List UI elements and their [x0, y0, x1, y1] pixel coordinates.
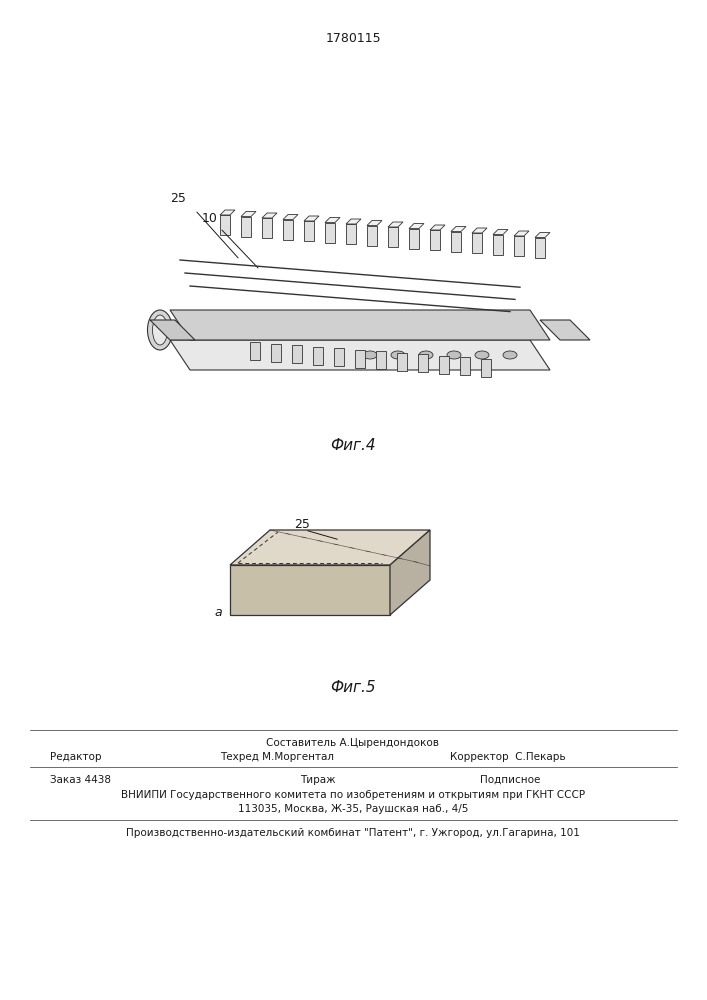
- Polygon shape: [262, 218, 272, 238]
- Polygon shape: [390, 530, 430, 615]
- Polygon shape: [241, 217, 251, 236]
- Ellipse shape: [503, 351, 517, 359]
- Ellipse shape: [419, 351, 433, 359]
- Polygon shape: [514, 231, 529, 236]
- Polygon shape: [409, 229, 419, 248]
- Polygon shape: [304, 216, 319, 221]
- Polygon shape: [271, 344, 281, 361]
- Polygon shape: [451, 227, 466, 232]
- Text: Фиг.5: Фиг.5: [330, 680, 376, 696]
- Text: Редактор: Редактор: [50, 752, 102, 762]
- Polygon shape: [313, 347, 323, 364]
- Polygon shape: [418, 354, 428, 372]
- Ellipse shape: [148, 310, 173, 350]
- Polygon shape: [367, 226, 377, 245]
- Polygon shape: [493, 230, 508, 234]
- Polygon shape: [514, 236, 524, 256]
- Text: Фиг.4: Фиг.4: [330, 438, 376, 452]
- Polygon shape: [376, 351, 386, 369]
- Polygon shape: [367, 221, 382, 226]
- Polygon shape: [388, 222, 403, 227]
- Polygon shape: [355, 350, 365, 367]
- Polygon shape: [230, 565, 390, 615]
- Text: 25: 25: [170, 192, 186, 205]
- Polygon shape: [283, 215, 298, 220]
- Polygon shape: [283, 220, 293, 239]
- Text: Техред М.Моргентал: Техред М.Моргентал: [220, 752, 334, 762]
- Polygon shape: [472, 228, 487, 233]
- Polygon shape: [346, 219, 361, 224]
- Text: a: a: [214, 606, 222, 619]
- Polygon shape: [334, 348, 344, 366]
- Polygon shape: [241, 212, 256, 217]
- Polygon shape: [540, 320, 590, 340]
- Polygon shape: [493, 234, 503, 254]
- Polygon shape: [409, 224, 424, 229]
- Polygon shape: [304, 221, 314, 241]
- Text: 1780115: 1780115: [325, 31, 381, 44]
- Polygon shape: [535, 232, 550, 237]
- Ellipse shape: [475, 351, 489, 359]
- Text: Заказ 4438: Заказ 4438: [50, 775, 111, 785]
- Polygon shape: [170, 310, 550, 340]
- Polygon shape: [451, 232, 461, 251]
- Ellipse shape: [447, 351, 461, 359]
- Polygon shape: [325, 218, 340, 223]
- Polygon shape: [325, 223, 335, 242]
- Polygon shape: [460, 357, 470, 375]
- Polygon shape: [170, 340, 550, 370]
- Polygon shape: [292, 345, 302, 363]
- Polygon shape: [439, 356, 449, 373]
- Text: Корректор  С.Пекарь: Корректор С.Пекарь: [450, 752, 566, 762]
- Polygon shape: [230, 530, 430, 565]
- Polygon shape: [150, 320, 195, 340]
- Polygon shape: [397, 353, 407, 370]
- Ellipse shape: [153, 315, 168, 345]
- Polygon shape: [430, 230, 440, 250]
- Polygon shape: [388, 227, 398, 247]
- Text: Тираж: Тираж: [300, 775, 336, 785]
- Polygon shape: [346, 224, 356, 244]
- Polygon shape: [262, 213, 277, 218]
- Text: 113035, Москва, Ж-35, Раушская наб., 4/5: 113035, Москва, Ж-35, Раушская наб., 4/5: [238, 804, 468, 814]
- Polygon shape: [535, 237, 545, 257]
- Text: Подписное: Подписное: [480, 775, 540, 785]
- Polygon shape: [220, 215, 230, 235]
- Polygon shape: [472, 233, 482, 253]
- Text: Составитель А.Цырендондоков: Составитель А.Цырендондоков: [267, 738, 440, 748]
- Text: Производственно-издательский комбинат "Патент", г. Ужгород, ул.Гагарина, 101: Производственно-издательский комбинат "П…: [126, 828, 580, 838]
- Text: ВНИИПИ Государственного комитета по изобретениям и открытиям при ГКНТ СССР: ВНИИПИ Государственного комитета по изоб…: [121, 790, 585, 800]
- Polygon shape: [481, 359, 491, 376]
- Ellipse shape: [391, 351, 405, 359]
- Polygon shape: [250, 342, 260, 360]
- Text: 25: 25: [294, 518, 310, 532]
- Polygon shape: [220, 210, 235, 215]
- Text: 10: 10: [202, 212, 218, 225]
- Polygon shape: [430, 225, 445, 230]
- Ellipse shape: [363, 351, 377, 359]
